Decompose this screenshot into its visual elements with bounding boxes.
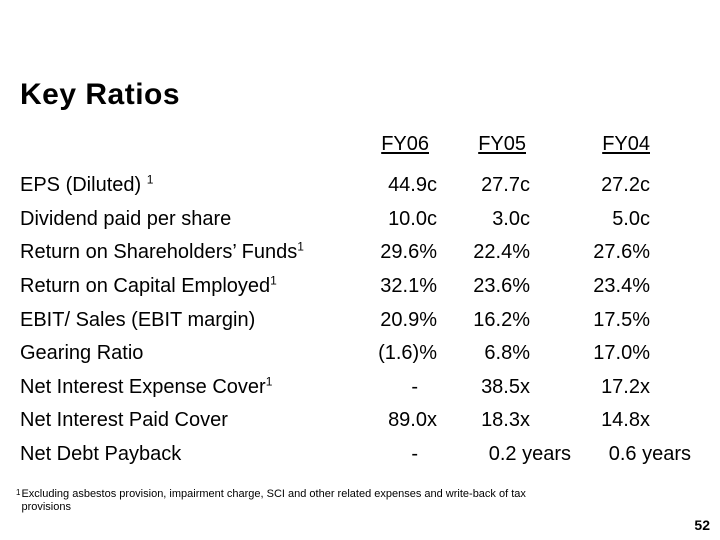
value-fy06: 32.1% [365,270,437,304]
footnote-marker: 1 [16,488,21,497]
table-row: Return on Shareholders’ Funds1 29.6% 22.… [20,236,650,270]
value-fy05: 27.7c [437,169,530,203]
column-header-fy04: FY04 [602,133,650,155]
value-text: 14.8x [601,409,650,432]
metric-label: EPS (Diluted) [20,174,147,197]
value-text: 6.8% [484,342,530,365]
value-fy05: 3.0c [437,203,530,237]
value-fy06: - [365,371,437,405]
metric-label: Dividend paid per share [20,207,232,230]
value-fy06: 20.9% [365,303,437,337]
table-row: Dividend paid per share 10.0c 3.0c 5.0c [20,203,650,237]
metric-label-cell: Net Interest Expense Cover1 [20,371,365,405]
value-text: 22.4% [473,241,530,264]
value-text: 17.0% [593,342,650,365]
value-fy06: 10.0c [365,203,437,237]
value-text: 23.6% [473,275,530,298]
metric-label-cell: EPS (Diluted) 1 [20,169,365,203]
value-fy06: 29.6% [365,236,437,270]
value-fy06: 44.9c [365,169,437,203]
value-text: 17.5% [593,308,650,331]
page-number: 52 [694,517,710,533]
metric-label: Return on Shareholders’ Funds [20,241,298,264]
column-header-fy06: FY06 [381,133,429,155]
metric-label: Return on Capital Employed [20,275,271,298]
table-row: Return on Capital Employed1 32.1% 23.6% … [20,270,650,304]
value-fy04: 5.0c [530,203,650,237]
value-text: 16.2% [473,308,530,331]
metric-label: Gearing Ratio [20,342,144,365]
value-text: 18.3x [481,409,530,432]
value-text: 20.9% [380,308,437,331]
value-fy04: 17.0% [530,337,650,371]
value-text: 0.6 years [608,443,691,466]
value-text: 44.9c [388,174,437,197]
value-fy04: 0.6 years [530,438,691,472]
value-text: (1.6)% [378,342,437,365]
footnote: 1 Excluding asbestos provision, impairme… [16,488,526,514]
value-fy04: 17.2x [530,371,650,405]
table-row: Net Interest Expense Cover1 - 38.5x 17.2… [20,371,650,405]
page-title: Key Ratios [20,78,181,111]
value-fy05: 16.2% [437,303,530,337]
value-text: 5.0c [612,207,650,230]
value-fy04: 17.5% [530,303,650,337]
key-ratios-table: FY06 FY05 FY04 EPS (Diluted) 1 44.9c 27.… [20,130,691,472]
value-fy05: 22.4% [437,236,530,270]
value-fy04: 27.6% [530,236,650,270]
value-text: 89.0x [388,409,437,432]
value-fy05: 6.8% [437,337,530,371]
value-text: - [411,443,418,466]
metric-label-cell: EBIT/ Sales (EBIT margin) [20,303,365,337]
metric-label-cell: Gearing Ratio [20,337,365,371]
value-fy05: 38.5x [437,371,530,405]
footnote-text: Excluding asbestos provision, impairment… [21,488,526,513]
footnote-ref: 1 [297,239,304,254]
metric-label: Net Interest Paid Cover [20,409,228,432]
table-row: Gearing Ratio (1.6)% 6.8% 17.0% [20,337,650,371]
value-text: 27.2c [601,174,650,197]
metric-label-cell: Dividend paid per share [20,203,365,237]
value-text: 10.0c [388,207,437,230]
table-body: EPS (Diluted) 1 44.9c 27.7c 27.2c Divide… [20,169,691,472]
metric-label: EBIT/ Sales (EBIT margin) [20,308,256,331]
value-text: 3.0c [492,207,530,230]
value-fy06: - [365,438,437,472]
metric-label-cell: Net Debt Payback [20,438,365,472]
footnote-ref: 1 [146,172,154,187]
value-fy06: 89.0x [365,404,437,438]
table-row: Net Interest Paid Cover 89.0x 18.3x 14.8… [20,404,650,438]
metric-label: Net Interest Expense Cover [20,375,266,398]
value-text: 38.5x [481,375,530,398]
value-text: 27.7c [481,174,530,197]
footnote-ref: 1 [270,273,277,288]
metric-label-cell: Return on Capital Employed1 [20,270,365,304]
value-fy04: 23.4% [530,270,650,304]
value-fy05: 23.6% [437,270,530,304]
value-text: 23.4% [593,275,650,298]
value-fy05: 18.3x [437,404,530,438]
metric-label-cell: Net Interest Paid Cover [20,404,365,438]
metric-label-cell: Return on Shareholders’ Funds1 [20,236,365,270]
table-row: EBIT/ Sales (EBIT margin) 20.9% 16.2% 17… [20,303,650,337]
table-row: Net Debt Payback - 0.2 years 0.6 years [20,438,691,472]
header-row: FY06 FY05 FY04 [20,130,650,169]
column-header-fy05: FY05 [478,133,526,155]
value-text: - [411,375,418,398]
value-text: 17.2x [601,375,650,398]
value-text: 0.2 years [488,443,571,466]
value-fy06: (1.6)% [365,337,437,371]
value-text: 32.1% [380,275,437,298]
table-row: EPS (Diluted) 1 44.9c 27.7c 27.2c [20,169,650,203]
value-text: 27.6% [593,241,650,264]
footnote-ref: 1 [265,374,273,389]
metric-label: Net Debt Payback [20,443,182,466]
header-spacer [20,130,365,169]
value-text: 29.6% [380,241,437,264]
value-fy05: 0.2 years [437,438,571,472]
value-fy04: 27.2c [530,169,650,203]
value-fy04: 14.8x [530,404,650,438]
